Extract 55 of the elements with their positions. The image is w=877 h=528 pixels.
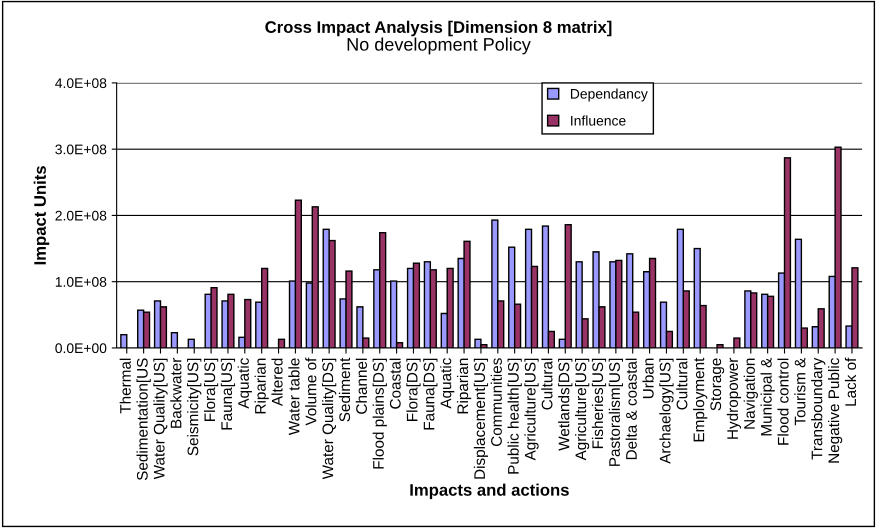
x-tick-label: Fisheries[US] xyxy=(592,358,606,448)
x-tick-label: Hydropower xyxy=(726,358,742,439)
x-tick-label: Municipal & xyxy=(760,358,775,436)
x-tick-label: Wetlands[DS] xyxy=(558,358,572,451)
x-tick-label: Delta & coastal xyxy=(626,358,637,460)
x-tick-label: Employment xyxy=(693,358,708,442)
x-tick-label: Channel xyxy=(356,358,367,414)
x-tick-label: Coastal xyxy=(389,358,401,409)
x-tick-label: Cultural xyxy=(541,358,552,410)
x-tick-label: Flood plains[DS] xyxy=(372,358,387,469)
x-axis-title: Impacts and actions xyxy=(410,484,569,500)
x-tick-label: Thermal xyxy=(120,358,131,414)
x-tick-label: Storage xyxy=(710,358,724,410)
y-axis-title: Impact Units xyxy=(34,166,50,264)
x-tick-label: Transboundary xyxy=(811,358,826,460)
y-tick-label: 4.0E+08 xyxy=(55,78,106,88)
x-tick-label: Cultural xyxy=(676,358,688,410)
x-tick-label: Communities xyxy=(490,358,502,446)
x-tick-label: Agriculture[US] xyxy=(524,358,539,460)
x-tick-label: Tourism & xyxy=(794,358,806,426)
x-tick-label: Navigation xyxy=(744,358,758,429)
y-tick-label: 1.0E+08 xyxy=(56,277,106,287)
x-tick-label: Water Quality[US] xyxy=(153,358,168,480)
x-tick-label: Fauna[DS] xyxy=(423,358,438,430)
x-tick-label: Riparian xyxy=(254,358,269,414)
x-tick-label: Archaelogy[US] xyxy=(659,358,674,464)
x-tick-label: Riparian xyxy=(456,358,472,414)
x-tick-label: Pastoralism[US] xyxy=(608,358,623,466)
x-tick-label: Negative Public xyxy=(828,358,842,463)
chart-subtitle: No development Policy xyxy=(348,38,531,54)
y-tick-label: 2.0E+08 xyxy=(55,210,106,221)
x-tick-label: Fauna[US] xyxy=(220,358,236,430)
legend-label: Dependancy xyxy=(570,88,648,102)
x-tick-label: Lack of xyxy=(844,358,856,406)
chart-title: Cross Impact Analysis [Dimension 8 matrix] xyxy=(265,20,612,36)
x-tick-label: Flora[US] xyxy=(204,358,218,421)
x-tick-label: Urban xyxy=(642,358,654,398)
x-tick-label: Seismicity[US] xyxy=(187,358,202,456)
x-tick-label: Sediment xyxy=(338,358,350,422)
x-tick-label: Displacement[US] xyxy=(474,358,488,479)
x-tick-label: Backwater xyxy=(170,358,182,428)
x-tick-label: Water table xyxy=(288,358,300,436)
y-tick-label: 3.0E+08 xyxy=(55,144,106,154)
x-tick-label: Volume of xyxy=(305,358,316,426)
x-tick-label: Sedimentation[US xyxy=(136,358,151,480)
x-tick-label: Agriculture[US] xyxy=(575,358,590,460)
x-tick-label: Aquatic xyxy=(440,358,454,409)
y-tick-label: 0.0E+00 xyxy=(55,343,106,354)
x-tick-label: Aquatic xyxy=(238,358,252,409)
legend-label: Influence xyxy=(571,115,626,126)
x-tick-label: Water Quality[DS] xyxy=(322,358,336,480)
x-tick-label: Public health[US] xyxy=(508,358,522,474)
x-tick-label: Altered xyxy=(271,358,283,406)
x-tick-label: Flood control xyxy=(777,358,789,445)
x-tick-label: Flora[DS] xyxy=(406,358,421,421)
